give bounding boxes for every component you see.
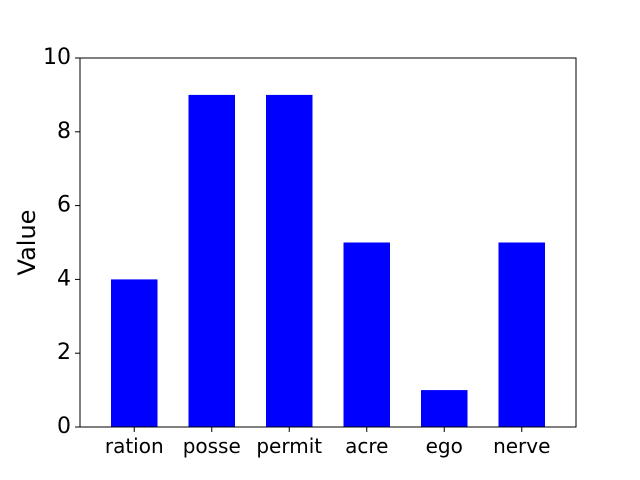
x-tick-label: ego [426,434,463,458]
y-tick-label: 6 [57,193,71,218]
x-tick-label: posse [183,434,241,458]
bar-ego [421,390,468,427]
y-tick-label: 2 [57,340,71,365]
plot-frame [79,57,577,428]
y-axis-label: Value [13,210,41,276]
x-tick-label: permit [256,434,322,458]
bars-layer [111,94,545,428]
x-axis-ticks: ration posse permit acre ego nerve [105,427,550,458]
bar-permit [266,94,313,428]
x-tick-label: nerve [493,434,550,458]
bar-posse [188,94,235,428]
y-tick-label: 4 [57,266,71,291]
bar-acre [343,242,390,427]
x-tick-label: acre [345,434,388,458]
y-axis-ticks: 0 2 4 6 8 10 [43,45,80,439]
y-tick-label: 8 [57,119,71,144]
bar-ration [111,279,158,427]
bar-nerve [498,242,545,427]
y-tick-label: 10 [43,45,71,70]
y-tick-label: 0 [57,414,71,439]
x-tick-label: ration [105,434,164,458]
